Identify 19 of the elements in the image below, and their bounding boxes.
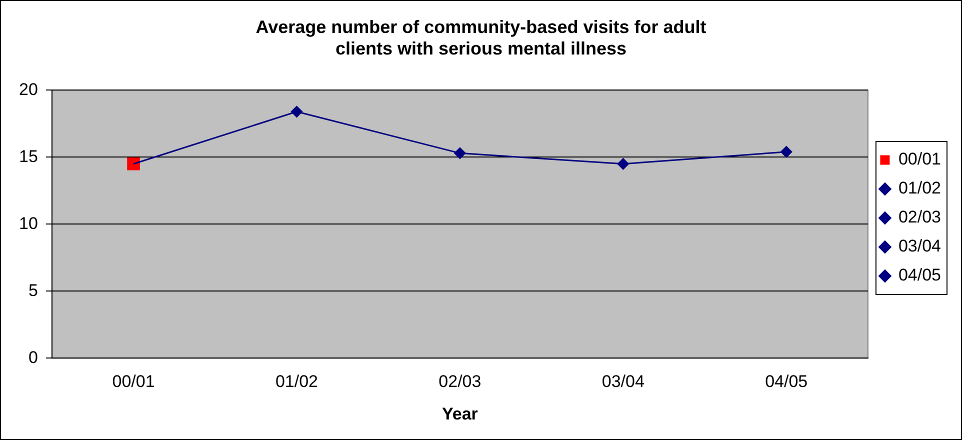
x-tick-label: 00/01 [112, 372, 155, 392]
legend-label: 02/03 [898, 208, 942, 227]
y-tick-label: 15 [18, 146, 38, 166]
y-tick-label: 10 [18, 214, 38, 233]
x-tick-label: 04/05 [765, 372, 808, 392]
x-axis-title: Year [442, 404, 478, 424]
x-tick-label: 03/04 [602, 372, 644, 392]
legend-label: 04/05 [898, 266, 942, 285]
legend-label: 01/02 [898, 178, 942, 198]
x-tick-label: 01/02 [275, 372, 318, 392]
point [780, 146, 792, 158]
y-tick-label: 20 [18, 80, 38, 99]
legend-label: 00/01 [898, 150, 942, 169]
y-tick-label: 0 [28, 348, 38, 367]
legend-label: 03/04 [898, 236, 942, 256]
y-tick-label: 5 [28, 280, 38, 300]
chart-title: Average number of community-based visits for adult clients with serious mental illness [256, 16, 706, 58]
point [127, 157, 140, 170]
x-tick-label: 02/03 [438, 372, 482, 392]
